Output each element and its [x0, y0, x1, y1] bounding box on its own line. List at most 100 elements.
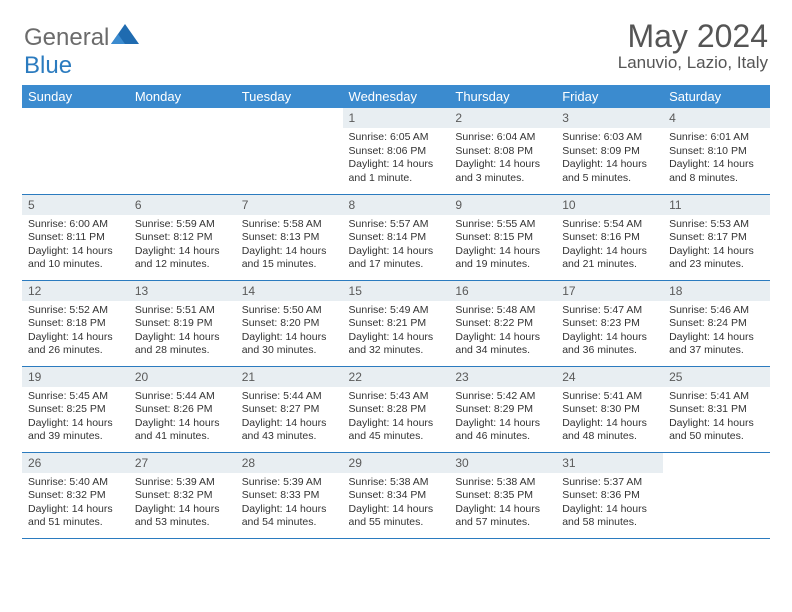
day-details: Sunrise: 5:41 AMSunset: 8:31 PMDaylight:… [663, 387, 770, 445]
day-number: 29 [343, 453, 450, 473]
calendar-cell: 1Sunrise: 6:05 AMSunset: 8:06 PMDaylight… [343, 108, 450, 194]
calendar-cell: 21Sunrise: 5:44 AMSunset: 8:27 PMDayligh… [236, 366, 343, 452]
day-number: 13 [129, 281, 236, 301]
calendar-head: SundayMondayTuesdayWednesdayThursdayFrid… [22, 85, 770, 108]
logo: General [24, 18, 139, 52]
title-block: May 2024 Lanuvio, Lazio, Italy [618, 18, 768, 73]
calendar-cell: 16Sunrise: 5:48 AMSunset: 8:22 PMDayligh… [449, 280, 556, 366]
day-details: Sunrise: 5:43 AMSunset: 8:28 PMDaylight:… [343, 387, 450, 445]
day-details: Sunrise: 6:03 AMSunset: 8:09 PMDaylight:… [556, 128, 663, 186]
day-details: Sunrise: 5:42 AMSunset: 8:29 PMDaylight:… [449, 387, 556, 445]
day-number: 12 [22, 281, 129, 301]
day-number: 2 [449, 108, 556, 128]
day-details: Sunrise: 5:49 AMSunset: 8:21 PMDaylight:… [343, 301, 450, 359]
day-details: Sunrise: 5:45 AMSunset: 8:25 PMDaylight:… [22, 387, 129, 445]
calendar-cell: 11Sunrise: 5:53 AMSunset: 8:17 PMDayligh… [663, 194, 770, 280]
location: Lanuvio, Lazio, Italy [618, 53, 768, 73]
weekday-header: Sunday [22, 85, 129, 108]
weekday-header: Monday [129, 85, 236, 108]
month-title: May 2024 [618, 18, 768, 55]
day-number [663, 453, 770, 473]
day-details: Sunrise: 5:40 AMSunset: 8:32 PMDaylight:… [22, 473, 129, 531]
day-details: Sunrise: 5:38 AMSunset: 8:34 PMDaylight:… [343, 473, 450, 531]
day-number: 28 [236, 453, 343, 473]
calendar-cell: 19Sunrise: 5:45 AMSunset: 8:25 PMDayligh… [22, 366, 129, 452]
calendar-cell: 5Sunrise: 6:00 AMSunset: 8:11 PMDaylight… [22, 194, 129, 280]
day-number: 8 [343, 195, 450, 215]
calendar-cell: 9Sunrise: 5:55 AMSunset: 8:15 PMDaylight… [449, 194, 556, 280]
calendar-row: 19Sunrise: 5:45 AMSunset: 8:25 PMDayligh… [22, 366, 770, 452]
day-number [129, 108, 236, 128]
day-number: 31 [556, 453, 663, 473]
calendar-cell: 29Sunrise: 5:38 AMSunset: 8:34 PMDayligh… [343, 452, 450, 538]
day-number: 27 [129, 453, 236, 473]
day-number: 1 [343, 108, 450, 128]
day-details: Sunrise: 5:46 AMSunset: 8:24 PMDaylight:… [663, 301, 770, 359]
day-number: 9 [449, 195, 556, 215]
day-number: 26 [22, 453, 129, 473]
calendar-cell: 10Sunrise: 5:54 AMSunset: 8:16 PMDayligh… [556, 194, 663, 280]
weekday-header: Tuesday [236, 85, 343, 108]
day-details: Sunrise: 5:50 AMSunset: 8:20 PMDaylight:… [236, 301, 343, 359]
calendar-cell: 27Sunrise: 5:39 AMSunset: 8:32 PMDayligh… [129, 452, 236, 538]
calendar-cell [22, 108, 129, 194]
calendar-cell: 23Sunrise: 5:42 AMSunset: 8:29 PMDayligh… [449, 366, 556, 452]
logo-text-part2: Blue [24, 52, 72, 79]
day-number: 5 [22, 195, 129, 215]
day-details: Sunrise: 5:48 AMSunset: 8:22 PMDaylight:… [449, 301, 556, 359]
day-details: Sunrise: 6:00 AMSunset: 8:11 PMDaylight:… [22, 215, 129, 273]
calendar-cell: 7Sunrise: 5:58 AMSunset: 8:13 PMDaylight… [236, 194, 343, 280]
day-number: 21 [236, 367, 343, 387]
day-details: Sunrise: 5:38 AMSunset: 8:35 PMDaylight:… [449, 473, 556, 531]
calendar-body: 1Sunrise: 6:05 AMSunset: 8:06 PMDaylight… [22, 108, 770, 538]
calendar-table: SundayMondayTuesdayWednesdayThursdayFrid… [22, 85, 770, 539]
calendar-cell: 22Sunrise: 5:43 AMSunset: 8:28 PMDayligh… [343, 366, 450, 452]
calendar-cell: 15Sunrise: 5:49 AMSunset: 8:21 PMDayligh… [343, 280, 450, 366]
day-number: 24 [556, 367, 663, 387]
day-details: Sunrise: 5:39 AMSunset: 8:33 PMDaylight:… [236, 473, 343, 531]
day-details: Sunrise: 6:01 AMSunset: 8:10 PMDaylight:… [663, 128, 770, 186]
day-number: 22 [343, 367, 450, 387]
day-number: 3 [556, 108, 663, 128]
logo-triangle-icon [111, 22, 139, 44]
calendar-row: 5Sunrise: 6:00 AMSunset: 8:11 PMDaylight… [22, 194, 770, 280]
weekday-header: Friday [556, 85, 663, 108]
day-number: 14 [236, 281, 343, 301]
calendar-cell: 14Sunrise: 5:50 AMSunset: 8:20 PMDayligh… [236, 280, 343, 366]
calendar-cell [663, 452, 770, 538]
day-details: Sunrise: 5:41 AMSunset: 8:30 PMDaylight:… [556, 387, 663, 445]
day-number [22, 108, 129, 128]
day-number: 7 [236, 195, 343, 215]
calendar-row: 1Sunrise: 6:05 AMSunset: 8:06 PMDaylight… [22, 108, 770, 194]
day-details: Sunrise: 5:57 AMSunset: 8:14 PMDaylight:… [343, 215, 450, 273]
day-details: Sunrise: 5:39 AMSunset: 8:32 PMDaylight:… [129, 473, 236, 531]
weekday-header: Thursday [449, 85, 556, 108]
calendar-cell: 25Sunrise: 5:41 AMSunset: 8:31 PMDayligh… [663, 366, 770, 452]
day-number: 19 [22, 367, 129, 387]
calendar-cell: 26Sunrise: 5:40 AMSunset: 8:32 PMDayligh… [22, 452, 129, 538]
day-details: Sunrise: 6:04 AMSunset: 8:08 PMDaylight:… [449, 128, 556, 186]
day-number: 4 [663, 108, 770, 128]
day-number: 16 [449, 281, 556, 301]
day-number [236, 108, 343, 128]
logo-text-part1: General [24, 24, 109, 52]
day-details: Sunrise: 6:05 AMSunset: 8:06 PMDaylight:… [343, 128, 450, 186]
calendar-cell: 2Sunrise: 6:04 AMSunset: 8:08 PMDaylight… [449, 108, 556, 194]
calendar-cell: 18Sunrise: 5:46 AMSunset: 8:24 PMDayligh… [663, 280, 770, 366]
calendar-cell: 6Sunrise: 5:59 AMSunset: 8:12 PMDaylight… [129, 194, 236, 280]
header: General May 2024 Lanuvio, Lazio, Italy [0, 0, 792, 77]
day-number: 20 [129, 367, 236, 387]
day-details: Sunrise: 5:58 AMSunset: 8:13 PMDaylight:… [236, 215, 343, 273]
calendar-cell: 31Sunrise: 5:37 AMSunset: 8:36 PMDayligh… [556, 452, 663, 538]
day-details: Sunrise: 5:59 AMSunset: 8:12 PMDaylight:… [129, 215, 236, 273]
day-details: Sunrise: 5:51 AMSunset: 8:19 PMDaylight:… [129, 301, 236, 359]
day-number: 30 [449, 453, 556, 473]
calendar-cell: 28Sunrise: 5:39 AMSunset: 8:33 PMDayligh… [236, 452, 343, 538]
day-number: 23 [449, 367, 556, 387]
day-number: 18 [663, 281, 770, 301]
weekday-header: Wednesday [343, 85, 450, 108]
calendar-cell: 17Sunrise: 5:47 AMSunset: 8:23 PMDayligh… [556, 280, 663, 366]
day-number: 6 [129, 195, 236, 215]
calendar-cell [236, 108, 343, 194]
calendar-row: 12Sunrise: 5:52 AMSunset: 8:18 PMDayligh… [22, 280, 770, 366]
